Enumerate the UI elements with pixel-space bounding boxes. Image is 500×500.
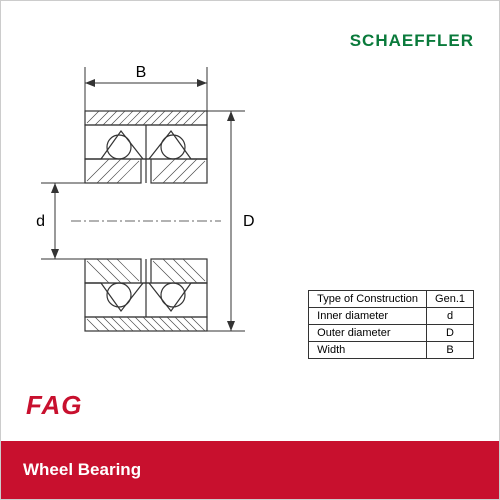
- footer-bar: Wheel Bearing: [1, 441, 499, 499]
- outer-ring-bottom: [85, 259, 207, 331]
- param-label: Inner diameter: [309, 308, 427, 325]
- parameter-table-body: Type of ConstructionGen.1Inner diameterd…: [309, 291, 474, 359]
- parameter-table: Type of ConstructionGen.1Inner diameterd…: [308, 290, 474, 359]
- param-symbol: B: [427, 342, 474, 359]
- dim-label-d: d: [36, 213, 45, 230]
- param-symbol: Gen.1: [427, 291, 474, 308]
- dim-outer-D: D: [207, 111, 255, 331]
- table-row: Type of ConstructionGen.1: [309, 291, 474, 308]
- dim-width-B: B: [85, 64, 207, 131]
- param-symbol: D: [427, 325, 474, 342]
- param-label: Width: [309, 342, 427, 359]
- footer-title: Wheel Bearing: [23, 460, 141, 480]
- outer-ring-top: [85, 111, 207, 183]
- table-row: Outer diameterD: [309, 325, 474, 342]
- bearing-diagram: B: [31, 61, 261, 361]
- page: SCHAEFFLER B: [0, 0, 500, 500]
- fag-logo: FAG: [26, 390, 82, 421]
- param-label: Type of Construction: [309, 291, 427, 308]
- schaeffler-logo: SCHAEFFLER: [350, 31, 474, 51]
- table-row: WidthB: [309, 342, 474, 359]
- dim-label-D: D: [243, 213, 255, 230]
- param-label: Outer diameter: [309, 325, 427, 342]
- dim-label-B: B: [136, 64, 147, 81]
- table-row: Inner diameterd: [309, 308, 474, 325]
- param-symbol: d: [427, 308, 474, 325]
